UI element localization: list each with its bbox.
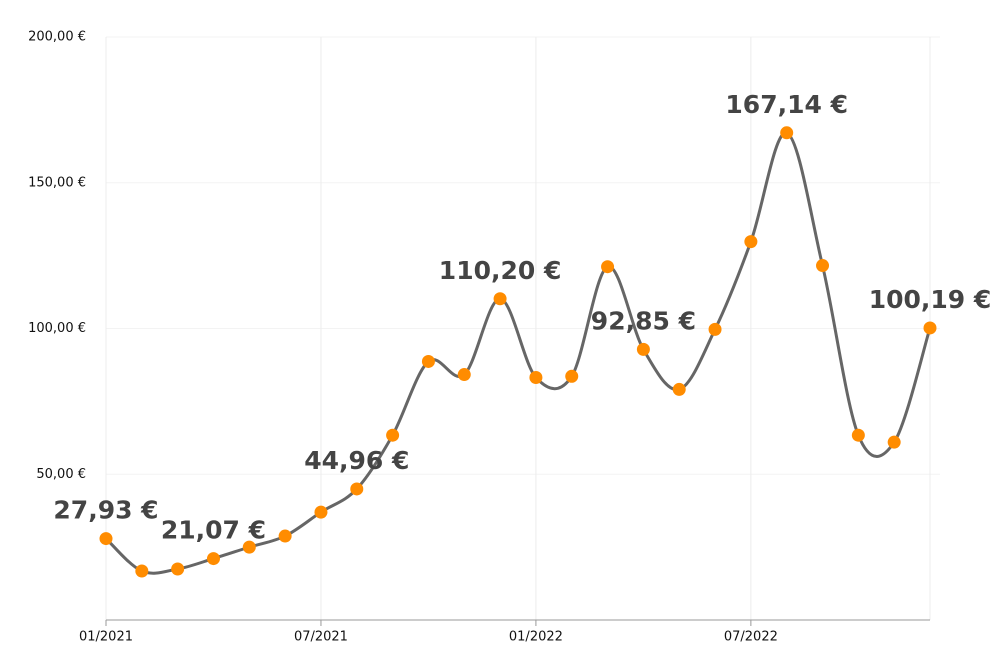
x-tick-label: 07/2021: [294, 630, 348, 645]
point: [672, 382, 686, 396]
x-tick-label: 01/2021: [79, 630, 133, 645]
point: [780, 126, 794, 140]
y-tick-label: 50,00 €: [36, 467, 86, 482]
point: [242, 540, 256, 554]
y-tick-label: 150,00 €: [28, 175, 86, 190]
value-label: 21,07 €: [161, 516, 266, 545]
value-label: 100,19 €: [869, 285, 992, 314]
value-label: 167,14 €: [725, 90, 848, 119]
point: [206, 552, 220, 566]
value-label: 110,20 €: [439, 256, 562, 285]
point: [601, 260, 615, 274]
point: [923, 321, 937, 335]
line: [104, 131, 932, 575]
point: [99, 532, 113, 546]
point: [565, 369, 579, 383]
point: [171, 562, 185, 576]
point: [457, 368, 471, 382]
point: [529, 370, 543, 384]
point: [278, 529, 292, 543]
x-tick-label: 07/2022: [724, 630, 778, 645]
point: [421, 354, 435, 368]
point: [135, 564, 149, 578]
point: [887, 435, 901, 449]
point: [636, 342, 650, 356]
y-tick-label: 200,00 €: [28, 30, 86, 45]
point: [851, 428, 865, 442]
y-tick-label: 100,00 €: [28, 321, 86, 336]
point: [493, 292, 507, 306]
point: [744, 235, 758, 249]
value-label: 44,96 €: [304, 446, 409, 475]
point: [314, 505, 328, 519]
point: [708, 322, 722, 336]
point: [386, 428, 400, 442]
point: [816, 259, 830, 273]
point: [350, 482, 364, 496]
value-label: 92,85 €: [591, 306, 696, 335]
value-label: 27,93 €: [53, 496, 158, 525]
x-tick-label: 01/2022: [509, 630, 563, 645]
